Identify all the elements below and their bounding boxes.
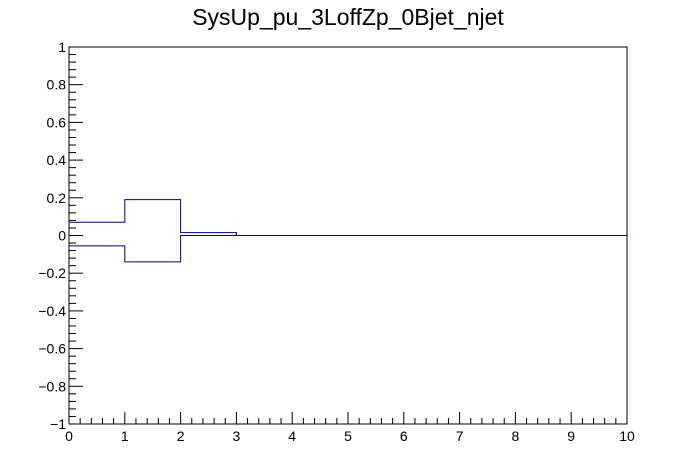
- y-tick-label: 0.8: [47, 77, 67, 93]
- x-tick-label: 9: [567, 428, 575, 444]
- x-tick-label: 10: [619, 428, 635, 444]
- x-tick-label: 3: [233, 428, 241, 444]
- tick-labels: 0 1 2 3 4 5 6 7 8 9 10 −1 −0.8 −0.6 −0.4 −0.2 0 0.2 0.4 0.6…: [38, 39, 635, 444]
- x-tick-label: 0: [65, 428, 73, 444]
- y-tick-label: −0.2: [38, 265, 66, 281]
- x-tick-label: 1: [121, 428, 129, 444]
- y-tick-label: −0.4: [38, 303, 66, 319]
- y-tick-label: 0.4: [47, 152, 67, 168]
- histogram-line-1: [69, 199, 627, 236]
- y-tick-label: −1: [50, 416, 66, 432]
- histogram-line-2: [69, 235, 627, 263]
- y-tick-label: 0.2: [47, 190, 67, 206]
- y-tick-label: 0: [58, 228, 66, 244]
- axis-ticks: [68, 46, 628, 425]
- chart-title: SysUp_pu_3LoffZp_0Bjet_njet: [192, 4, 504, 30]
- x-tick-label: 5: [344, 428, 352, 444]
- y-tick-label: −0.6: [38, 341, 66, 357]
- x-tick-label: 8: [512, 428, 520, 444]
- x-tick-label: 7: [456, 428, 464, 444]
- y-tick-label: 0.6: [47, 114, 67, 130]
- histogram-series: [69, 199, 627, 263]
- x-tick-label: 2: [177, 428, 185, 444]
- x-tick-label: 6: [400, 428, 408, 444]
- y-tick-label: −0.8: [38, 378, 66, 394]
- y-tick-label: 1: [58, 39, 66, 55]
- x-tick-label: 4: [288, 428, 296, 444]
